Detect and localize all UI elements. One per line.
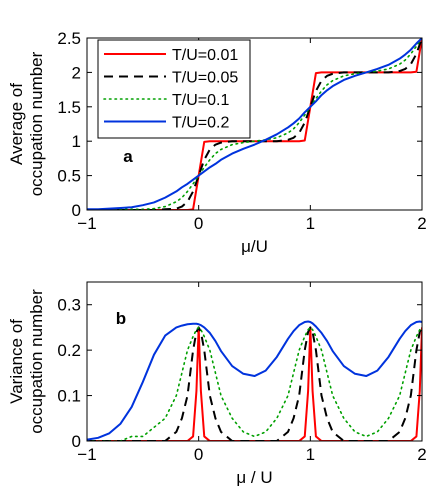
series-line-t-u-0-2 xyxy=(87,38,422,210)
y-axis-label: Variance of occupation number xyxy=(7,289,46,434)
series-line-t-u-0-01 xyxy=(87,326,422,441)
y-axis-label-line1: Variance of xyxy=(7,319,26,404)
y-tick-label: 1.5 xyxy=(57,98,81,117)
series-line-t-u-0-1 xyxy=(87,326,422,441)
x-tick-label: 0 xyxy=(194,445,203,464)
series-group xyxy=(87,320,422,441)
y-tick-label: 0.1 xyxy=(57,387,81,406)
panel-label: b xyxy=(116,309,126,328)
x-axis-label: μ/U xyxy=(241,237,268,256)
y-axis-label-line2: occupation number xyxy=(27,289,46,434)
y-tick-label: 2.5 xyxy=(57,29,81,48)
series-group xyxy=(87,38,422,210)
legend-entry-label: T/U=0.2 xyxy=(172,115,229,132)
y-tick-label: 0 xyxy=(72,432,81,451)
y-axis-label: Average of occupation number xyxy=(7,51,46,196)
legend: T/U=0.01 T/U=0.05 T/U=0.1 T/U=0.2 xyxy=(97,39,251,139)
x-tick-label: −1 xyxy=(77,214,96,233)
x-tick-label: 2 xyxy=(417,445,426,464)
x-tick-label: 0 xyxy=(194,214,203,233)
axes-frame xyxy=(86,37,423,211)
y-tick-label: 0.5 xyxy=(57,167,81,186)
y-tick-label: 2 xyxy=(72,63,81,82)
y-tick-label: 0 xyxy=(72,201,81,220)
x-tick-label: 1 xyxy=(306,214,315,233)
y-axis-label-line1: Average of xyxy=(7,83,26,165)
series-line-t-u-0-05 xyxy=(87,326,422,441)
x-axis-label: μ / U xyxy=(236,468,272,487)
legend-entry-label: T/U=0.05 xyxy=(172,70,238,87)
y-tick-label: 0.2 xyxy=(57,341,81,360)
y-tick-label: 1 xyxy=(72,132,81,151)
x-tick-label: 2 xyxy=(417,214,426,233)
legend-entry-label: T/U=0.01 xyxy=(172,47,238,64)
x-tick-label: −1 xyxy=(77,445,96,464)
axes-frame xyxy=(86,281,423,442)
panel-label: a xyxy=(123,147,133,166)
y-tick-label: 0.3 xyxy=(57,296,81,315)
legend-entry-label: T/U=0.1 xyxy=(172,92,229,109)
x-tick-label: 1 xyxy=(306,445,315,464)
y-axis-label-line2: occupation number xyxy=(27,51,46,196)
series-line-t-u-0-2 xyxy=(87,320,422,441)
